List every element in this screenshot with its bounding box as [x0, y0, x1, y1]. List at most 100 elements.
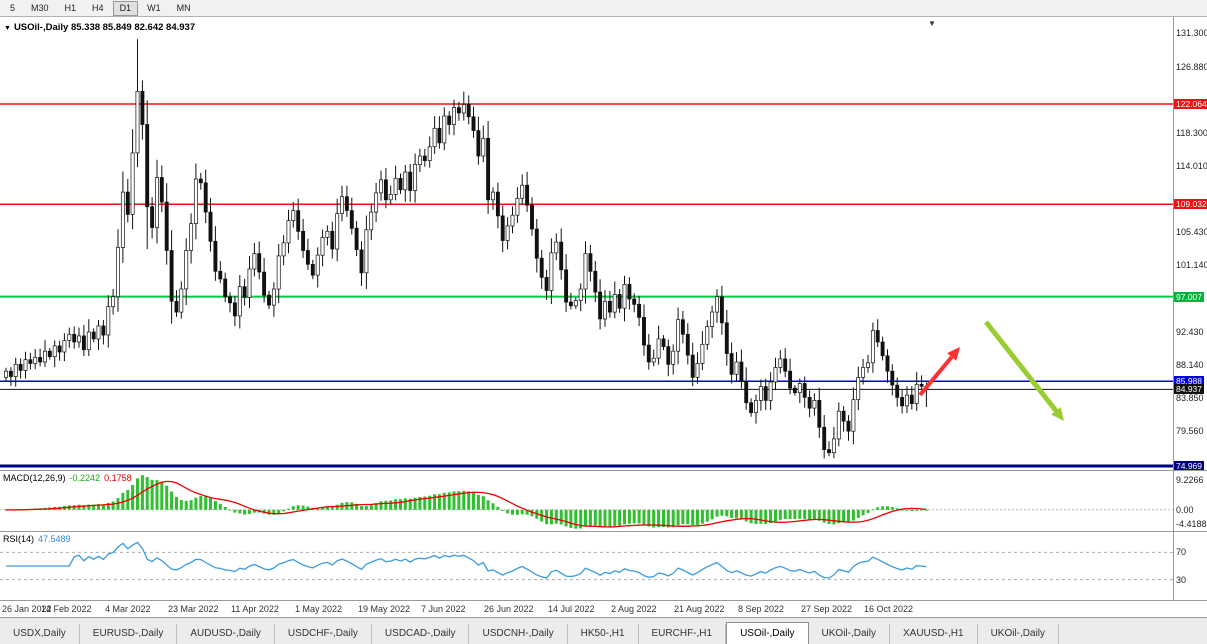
candle [866, 362, 870, 368]
timeframe-button-mn[interactable]: MN [176, 2, 191, 13]
timeframe-button-d1[interactable]: D1 [112, 0, 139, 16]
price-axis-label: 131.300 [1176, 28, 1207, 38]
price-axis-label: 92.430 [1176, 327, 1204, 337]
candle [481, 137, 486, 157]
chart-tab-xauusd-h1[interactable]: XAUUSD-,H1 [889, 624, 978, 644]
candle [754, 400, 758, 414]
candle [354, 227, 359, 251]
date-axis-label: 19 May 2022 [358, 604, 411, 614]
chart-tab-eurchf-h1[interactable]: EURCHF-,H1 [638, 624, 727, 644]
date-axis-label: 14 Jul 2022 [548, 604, 595, 614]
candle [281, 242, 286, 257]
candle [150, 206, 155, 228]
chart-tab-usoil-daily[interactable]: USOil-,Daily [726, 622, 809, 644]
candle [301, 230, 306, 251]
candle [18, 363, 23, 371]
chart-tab-usdcad-daily[interactable]: USDCAD-,Daily [371, 624, 470, 644]
candle [408, 171, 413, 191]
candle [383, 179, 388, 201]
candle [656, 338, 661, 359]
candle [831, 438, 836, 454]
timeframe-button-w1[interactable]: W1 [147, 2, 161, 13]
bearish-arrow[interactable] [984, 320, 1064, 421]
chart-tab-usdcnh-daily[interactable]: USDCNH-,Daily [469, 624, 568, 644]
timeframe-toolbar: 5 M30 H1 H4 D1 W1 MN [0, 0, 1207, 17]
candle [77, 335, 82, 343]
candle [549, 252, 554, 291]
price-plot[interactable] [0, 17, 1173, 470]
date-axis-label: 21 Aug 2022 [674, 604, 725, 614]
macd-plot[interactable] [0, 471, 1173, 531]
candle [218, 270, 223, 280]
chart-tab-ukoil-daily[interactable]: UKOil-,Daily [977, 624, 1060, 644]
candle [257, 253, 262, 273]
price-axis-label: 114.010 [1176, 161, 1207, 171]
candle [534, 228, 539, 259]
candle [734, 361, 739, 375]
macd-axis-label: -4.4188 [1176, 519, 1207, 529]
chart-tab-hk50-h1[interactable]: HK50-,H1 [567, 624, 639, 644]
candle [598, 291, 603, 320]
chart-tab-ukoil-daily[interactable]: UKOil-,Daily [808, 624, 890, 644]
macd-chart-svg [0, 475, 1173, 529]
candle [198, 178, 203, 184]
chart-tabbar: USDX,Daily EURUSD-,Daily AUDUSD-,Daily USDC… [0, 617, 1207, 644]
candle [671, 350, 676, 365]
candle [369, 211, 374, 231]
price-axis: 131.300 126.880 118.300 114.010 105.430 101.1… [1173, 17, 1207, 471]
date-axis-label: 7 Jun 2022 [421, 604, 466, 614]
candle [81, 335, 86, 351]
candle [349, 210, 354, 229]
chart-tab-eurusd-daily[interactable]: EURUSD-,Daily [79, 624, 178, 644]
candle [213, 240, 218, 272]
candle [447, 115, 452, 125]
date-axis-label: 2 Aug 2022 [611, 604, 657, 614]
candle [515, 197, 520, 216]
date-axis-label: 4 Mar 2022 [105, 604, 151, 614]
candle [452, 107, 456, 125]
candle [797, 383, 802, 394]
candle [573, 300, 578, 307]
candle [43, 350, 47, 363]
candle [622, 284, 627, 309]
candle [267, 294, 271, 306]
date-axis-label: 1 May 2022 [295, 604, 343, 614]
price-level-chip: 85.988 [1174, 376, 1204, 386]
rsi-plot[interactable] [0, 532, 1173, 600]
symbol-label: USOil-,Daily [13, 22, 69, 33]
chart-menu-icon[interactable]: ▼ [4, 25, 11, 32]
chart-tab-usdchf-daily[interactable]: USDCHF-,Daily [274, 624, 372, 644]
candle [403, 171, 408, 191]
rsi-axis: 70 30 [1173, 532, 1207, 600]
chart-tab-audusd-daily[interactable]: AUDUSD-,Daily [177, 624, 275, 644]
chart-shift-marker-icon[interactable]: ▼ [928, 19, 936, 28]
candle [700, 343, 705, 364]
timeframe-button-h4[interactable]: H4 [92, 2, 104, 13]
candle [525, 184, 530, 206]
timeframe-button-m30[interactable]: M30 [31, 2, 49, 13]
price-level-chip: 74.969 [1174, 461, 1204, 471]
candle [603, 300, 607, 320]
chart-tab-usdx-daily[interactable]: USDX,Daily [0, 624, 80, 644]
timeframe-button-5[interactable]: 5 [10, 2, 16, 13]
candle [242, 286, 247, 298]
candle [67, 333, 72, 341]
macd-axis-label: 9.2266 [1176, 475, 1204, 485]
candle [588, 253, 593, 272]
timeframe-button-h1[interactable]: H1 [64, 2, 77, 13]
bullish-arrow[interactable] [918, 347, 960, 397]
price-level-chip: 97.007 [1174, 292, 1204, 302]
candle [417, 155, 422, 165]
candle [875, 330, 880, 343]
candle [57, 345, 62, 353]
candle [330, 230, 335, 250]
candle [374, 192, 379, 213]
candle [159, 177, 164, 203]
date-axis-label: 26 Jun 2022 [484, 604, 534, 614]
candle [47, 350, 52, 357]
candle [38, 357, 43, 363]
candle [203, 182, 208, 213]
candle [155, 177, 159, 228]
candle [583, 253, 588, 290]
